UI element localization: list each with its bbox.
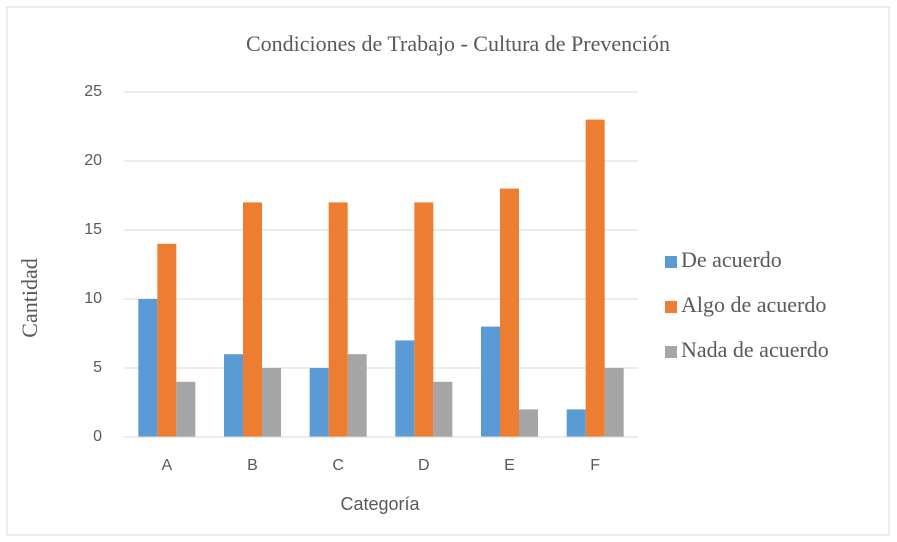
bar: [604, 368, 624, 437]
bar: [500, 188, 519, 437]
bar: [243, 202, 262, 437]
y-tick-label: 20: [84, 152, 102, 169]
x-tick-label: E: [504, 457, 515, 474]
bar: [138, 299, 158, 437]
y-axis-label: Cantidad: [17, 258, 42, 337]
legend-label: De acuerdo: [681, 247, 782, 272]
legend-label: Algo de acuerdo: [681, 292, 826, 317]
y-tick-label: 5: [93, 359, 102, 376]
bar: [157, 243, 177, 437]
x-tick-label: B: [247, 457, 258, 474]
bar: [481, 326, 500, 437]
bar: [414, 202, 434, 437]
y-tick-label: 10: [84, 290, 102, 307]
y-tick-label: 25: [84, 83, 102, 100]
x-tick-label: D: [418, 457, 430, 474]
bar: [224, 354, 243, 437]
bar: [585, 119, 605, 437]
bar: [176, 381, 196, 437]
chart-title: Condiciones de Trabajo - Cultura de Prev…: [246, 31, 670, 56]
legend-swatch: [665, 346, 677, 358]
bar: [395, 340, 415, 437]
bar: [347, 354, 367, 437]
x-axis-label: Categoría: [340, 494, 420, 514]
bar: [309, 368, 329, 437]
y-tick-label: 0: [93, 428, 102, 445]
x-tick-label: C: [332, 457, 344, 474]
x-tick-label: A: [161, 457, 172, 474]
y-tick-label: 15: [84, 221, 102, 238]
x-tick-label: F: [590, 457, 600, 474]
bar: [519, 409, 538, 437]
bar: [328, 202, 348, 437]
legend-label: Nada de acuerdo: [681, 337, 829, 362]
legend-swatch: [665, 301, 677, 313]
chart-border: [6, 6, 890, 536]
legend-swatch: [665, 256, 677, 268]
bar: [433, 381, 453, 437]
bar: [566, 409, 586, 437]
bar: [262, 368, 281, 437]
